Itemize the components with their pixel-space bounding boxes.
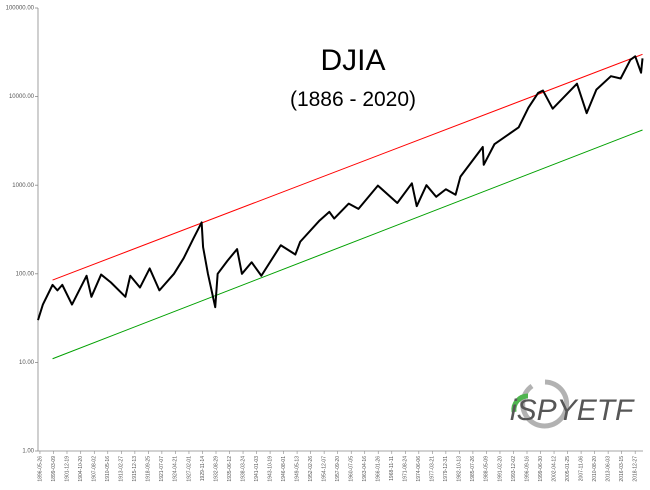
x-tick-label: 1957-09-20 (335, 456, 341, 482)
x-tick-label: 2010-08-20 (592, 456, 598, 482)
x-tick-label: 1907-08-02 (92, 456, 98, 482)
x-tick-label: 1946-08-01 (281, 456, 287, 482)
x-tick-label: 1918-09-25 (146, 456, 152, 482)
x-tick-label: 1979-12-31 (443, 456, 449, 482)
x-tick-label: 1982-10-13 (457, 456, 463, 482)
x-tick-label: 1960-07-05 (349, 456, 355, 482)
x-tick-label: 1977-03-21 (430, 456, 436, 482)
x-tick-label: 1932-08-29 (213, 456, 219, 482)
x-tick-label: 1963-04-16 (362, 456, 368, 482)
x-tick-label: 1949-05-13 (294, 456, 300, 482)
x-tick-label: 1896-05-26 (37, 456, 43, 482)
watermark-text: iSPYETF (510, 394, 635, 427)
x-tick-label: 1999-06-30 (538, 456, 544, 482)
series-line (37, 55, 644, 321)
x-tick-label: 1993-12-02 (511, 456, 517, 482)
chart-title: DJIA (320, 44, 385, 77)
y-tick-label: 1.00 (22, 449, 34, 455)
x-tick-label: 1901-12-19 (64, 456, 70, 482)
x-tick-label: 1927-02-01 (186, 456, 192, 482)
x-tick-label: 1943-10-19 (267, 456, 273, 482)
logo-arc (520, 379, 570, 429)
x-tick-label: 2007-11-06 (578, 456, 584, 481)
x-tick-label: 2002-04-12 (551, 456, 557, 482)
y-tick-label: 10000.00 (9, 94, 35, 100)
x-tick-label: 1968-11-11 (389, 456, 395, 481)
x-tick-label: 1988-05-09 (484, 456, 490, 482)
x-tick-label: 1991-02-20 (497, 456, 503, 482)
x-tick-label: 1913-02-27 (119, 456, 125, 482)
x-tick-label: 1966-01-26 (376, 456, 382, 482)
y-tick-label: 1000.00 (12, 183, 34, 189)
x-tick-label: 1952-02-26 (308, 456, 314, 482)
x-tick-label: 1985-07-26 (470, 456, 476, 482)
x-tick-label: 2018-12-27 (633, 456, 639, 482)
x-tick-label: 1938-03-24 (240, 456, 246, 482)
x-tick-label: 1996-09-16 (524, 456, 530, 482)
x-tick-label: 1921-07-07 (159, 456, 165, 482)
x-tick-label: 1954-12-07 (321, 456, 327, 482)
x-tick-label: 1910-05-16 (105, 456, 111, 482)
x-tick-label: 2016-03-15 (619, 456, 625, 482)
x-tick-label: 1929-11-14 (200, 456, 206, 481)
x-tick-label: 1935-06-12 (227, 456, 233, 482)
chart-subtitle: (1886 - 2020) (290, 88, 416, 111)
x-tick-label: 1904-10-20 (78, 456, 84, 482)
x-tick-label: 2005-01-25 (565, 456, 571, 482)
x-tick-label: 2013-06-03 (605, 456, 611, 482)
x-tick-label: 1974-06-06 (416, 456, 422, 482)
x-tick-label: 1899-03-09 (51, 456, 57, 482)
x-tick-label: 1971-08-24 (403, 456, 409, 482)
x-tick-label: 1924-04-21 (173, 456, 179, 482)
logo-arc (511, 393, 529, 413)
watermark-logo: iSPYETF (510, 379, 635, 429)
y-tick-label: 10.00 (19, 360, 35, 366)
x-tick-label: 1915-12-13 (132, 456, 138, 482)
y-tick-label: 100.00 (16, 271, 35, 277)
x-tick-label: 1941-01-03 (254, 456, 260, 482)
series-line (52, 129, 643, 360)
y-tick-label: 100000.00 (6, 6, 35, 12)
